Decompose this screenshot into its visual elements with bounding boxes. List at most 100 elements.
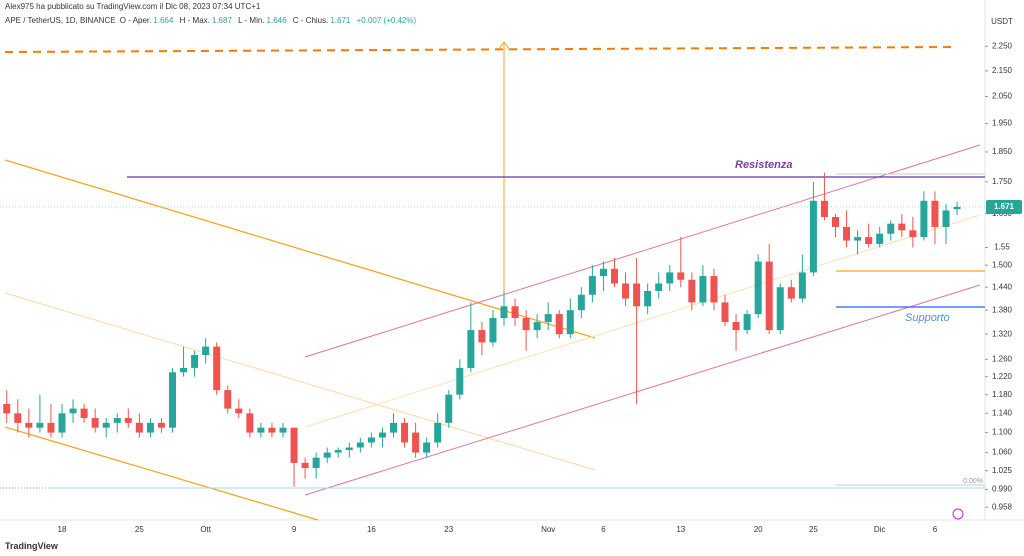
candle-body [732,322,740,331]
downtrend-line [4,159,596,339]
candle-body [14,413,22,423]
candle-body [301,462,309,469]
y-tick-label: 1.850 [992,147,1013,156]
y-tick-label: 1.750 [992,177,1013,186]
candle-body [920,200,928,238]
candle-body [213,346,221,391]
x-tick-label: Dic [874,525,886,534]
candle-body [191,355,199,368]
candle-body [898,223,906,231]
channel-mid [304,214,981,428]
candle-body [390,422,397,433]
candle-body [69,408,77,414]
y-tick-label: 1.320 [992,329,1013,338]
candle-body [909,230,917,238]
y-tick-label: 0.990 [992,485,1013,494]
candle-body [854,237,862,241]
y-tick-label: 0.958 [992,502,1013,511]
candle-body [798,272,806,299]
candle-body [25,422,33,428]
candle-body [500,306,508,319]
alert-icon[interactable] [952,508,964,520]
open-label: O - Aper. [119,16,152,25]
candle-body [279,427,287,433]
x-tick-label: 18 [58,525,67,534]
fib-label: 0.00% [963,478,983,485]
x-tick-label: 9 [292,525,297,534]
change: +0.007 (+0.42%) [356,16,417,25]
candle-body [146,422,154,433]
candle-body [566,310,574,335]
candles [3,172,961,487]
candle-body [268,427,276,433]
x-tick-label: Ott [200,525,211,534]
candle-body [224,390,232,409]
candle-body [135,422,143,433]
support-label: Supporto [905,312,950,324]
y-tick-label: 2.250 [992,41,1013,50]
axes: 2.2502.1502.0501.9501.8501.7501.6501.551… [58,41,1013,534]
x-tick-label: 16 [367,525,376,534]
candle-body [511,306,519,319]
x-tick-label: 6 [933,525,938,534]
candle-body [887,223,895,234]
candle-body [345,447,353,451]
downtrend-line [4,426,319,521]
y-tick-label: 1.500 [992,260,1013,269]
candle-body [544,314,552,323]
y-unit: USDT [991,17,1013,26]
y-tick-label: 1.025 [992,466,1013,475]
symbol: APE / TetherUS, 1D, BINANCE [5,16,116,25]
candle-body [91,418,99,428]
candle-body [765,261,773,331]
y-tick-label: 1.950 [992,119,1013,128]
candle-body [378,432,386,438]
candle-body [113,418,121,423]
candle-body [876,233,884,244]
high-value: 1.687 [211,16,232,25]
candle-body [47,422,55,433]
candle-body [323,452,331,458]
candle-body [169,372,176,428]
x-tick-label: 20 [754,525,763,534]
y-tick-label: 1.060 [992,448,1013,457]
close-label: C - Chius. [292,16,329,25]
candle-body [677,272,685,280]
candle-body [809,200,817,273]
candle-body [721,302,729,323]
candle-body [312,457,320,469]
candle-body [533,322,541,331]
candle-body [611,268,618,284]
candle-body [599,268,607,277]
candle-body [865,237,873,244]
candle-body [577,294,585,311]
candle-body [555,314,563,335]
candle-body [456,367,464,395]
y-tick-label: 1.260 [992,354,1013,363]
candle-body [235,408,243,414]
x-tick-label: 25 [135,525,144,534]
candle-body [246,413,254,433]
candle-body [367,437,375,443]
candle-body [820,200,828,218]
candle-body [754,261,762,315]
candle-body [622,283,630,299]
arrow-head [498,41,510,50]
y-tick-label: 1.180 [992,390,1013,399]
candle-body [710,276,718,303]
candle-body [776,287,784,331]
symbol-legend: APE / TetherUS, 1D, BINANCE O - Aper. 1.6… [5,16,420,25]
candle-body [202,346,210,356]
low-label: L - Min. [238,16,265,25]
candle-body [478,330,486,343]
candle-body [401,422,409,443]
candle-body [257,427,265,433]
y-tick-label: 1.220 [992,372,1013,381]
candle-body [334,450,342,453]
close-value: 1.671 [330,16,351,25]
low-value: 1.646 [266,16,287,25]
x-tick-label: 25 [809,525,818,534]
target-line [4,46,956,53]
